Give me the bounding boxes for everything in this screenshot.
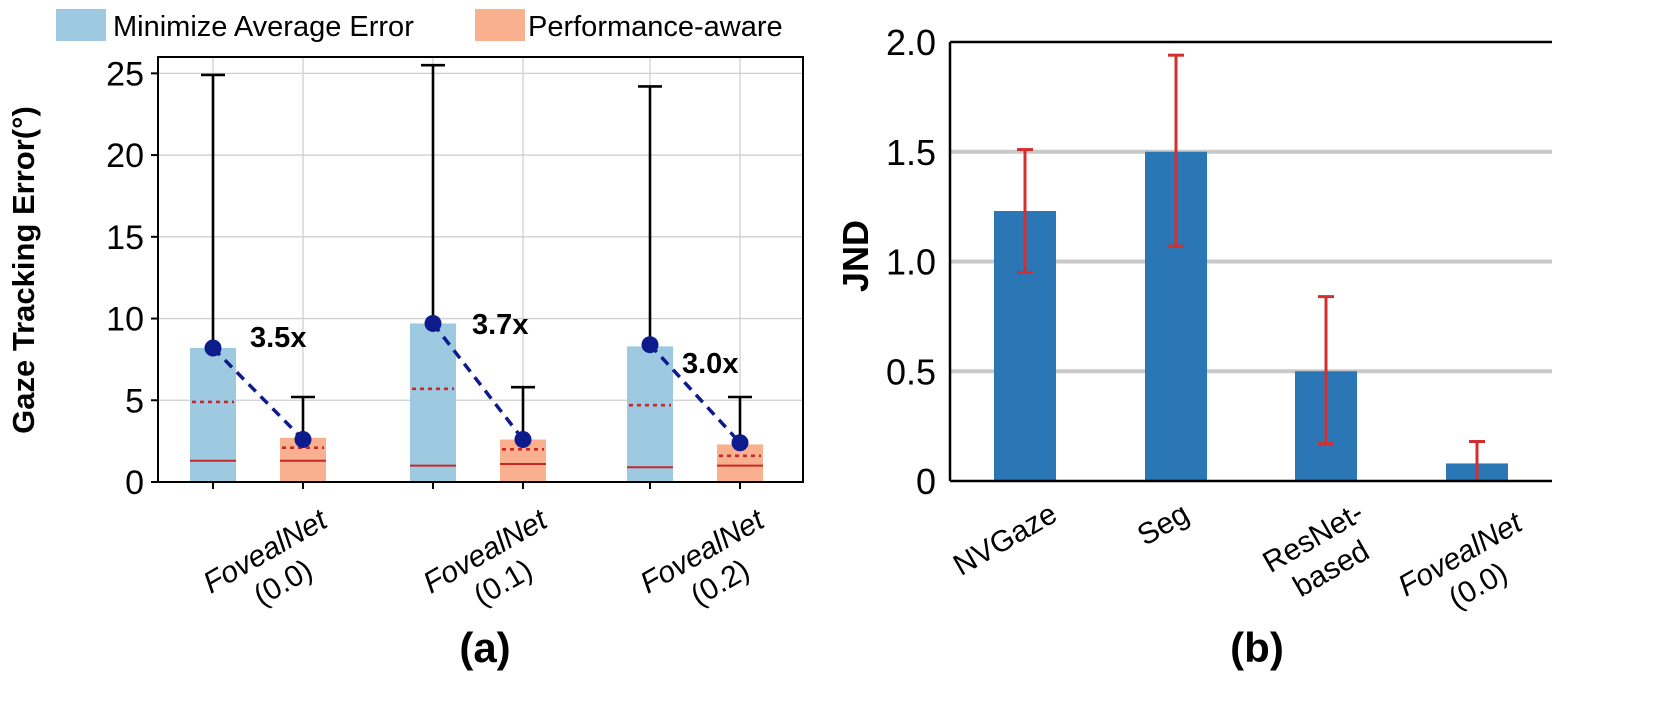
legend-label: Performance-aware — [528, 11, 783, 43]
min-avg-box — [410, 323, 456, 482]
perf-aware-highlight-dot — [294, 431, 312, 448]
y-tick-label: 0 — [916, 461, 936, 502]
ratio-annotation: 3.0x — [682, 348, 738, 380]
panel-a-frame — [157, 56, 804, 483]
x-tick-label: FovealNet(0.0) — [198, 502, 334, 612]
panel-a-x-tick-labels: FovealNet(0.0) FovealNet(0.1) FovealNet(0.… — [198, 502, 771, 612]
ratio-annotation: 3.5x — [250, 322, 306, 354]
y-tick-label: 2.0 — [886, 22, 936, 63]
panel-a-caption: (a) — [459, 624, 510, 671]
ratio-connector — [431, 322, 525, 441]
panel-a-y-ticks: 0 5 10 15 20 25 — [106, 55, 158, 502]
x-tick-label: FovealNet(0.2) — [635, 502, 771, 612]
x-tick-label: Seg — [1132, 497, 1195, 552]
y-tick-label: 0 — [125, 464, 144, 502]
ratio-annotation: 3.7x — [472, 309, 528, 341]
y-tick-label: 5 — [125, 382, 144, 420]
panel-b-y-ticks: 0 0.5 1.0 1.5 2.0 — [886, 22, 936, 502]
y-tick-label: 0.5 — [886, 351, 936, 392]
min-avg-box — [190, 347, 236, 482]
x-tick-label: FovealNet(0.0) — [1393, 505, 1529, 615]
panel-a-y-axis-label: Gaze Tracking Error(°) — [6, 106, 41, 434]
y-tick-label: 1.5 — [886, 132, 936, 173]
perf-aware-highlight-dot — [731, 434, 749, 452]
panel-b-bars — [994, 53, 1508, 481]
x-tick-label: FovealNet(0.1) — [418, 502, 554, 612]
y-tick-label: 1.0 — [886, 242, 936, 283]
panel-b-axes — [948, 40, 1552, 483]
x-tick-label: NVGaze — [948, 497, 1063, 582]
perf-aware-highlight-dot — [514, 431, 532, 448]
panel-b-bar-chart: 0 0.5 1.0 1.5 2.0 NVGaze Seg ResNet-based Fovea… — [835, 22, 1552, 671]
y-tick-label: 20 — [106, 137, 144, 175]
panel-a-legend: Minimize Average Error Performance-aware — [56, 9, 783, 43]
legend-label: Minimize Average Error — [113, 11, 414, 43]
x-tick-label: ResNet-based — [1257, 496, 1375, 604]
min-avg-highlight-dot — [641, 336, 659, 354]
legend-swatch — [56, 9, 106, 41]
panel-b-x-tick-labels: NVGaze Seg ResNet-based FovealNet(0.0) — [948, 496, 1529, 616]
min-avg-highlight-dot — [204, 339, 222, 357]
panel-a-boxes: 3.5x 3.7x 3.0x — [190, 63, 763, 482]
x-tick-label-line1: Seg — [1132, 497, 1195, 552]
panel-b-caption: (b) — [1230, 624, 1284, 671]
ratio-connector — [211, 346, 305, 441]
y-tick-label: 25 — [106, 55, 144, 93]
legend-swatch — [475, 9, 525, 41]
panel-b-y-axis-label: JND — [835, 220, 876, 292]
y-tick-label: 15 — [106, 219, 144, 257]
y-tick-label: 10 — [106, 301, 144, 339]
x-tick-label-line1: NVGaze — [948, 497, 1063, 582]
ratio-connector — [648, 343, 742, 444]
panel-a-grid — [158, 57, 803, 489]
min-avg-box — [627, 346, 673, 482]
min-avg-highlight-dot — [424, 314, 442, 332]
